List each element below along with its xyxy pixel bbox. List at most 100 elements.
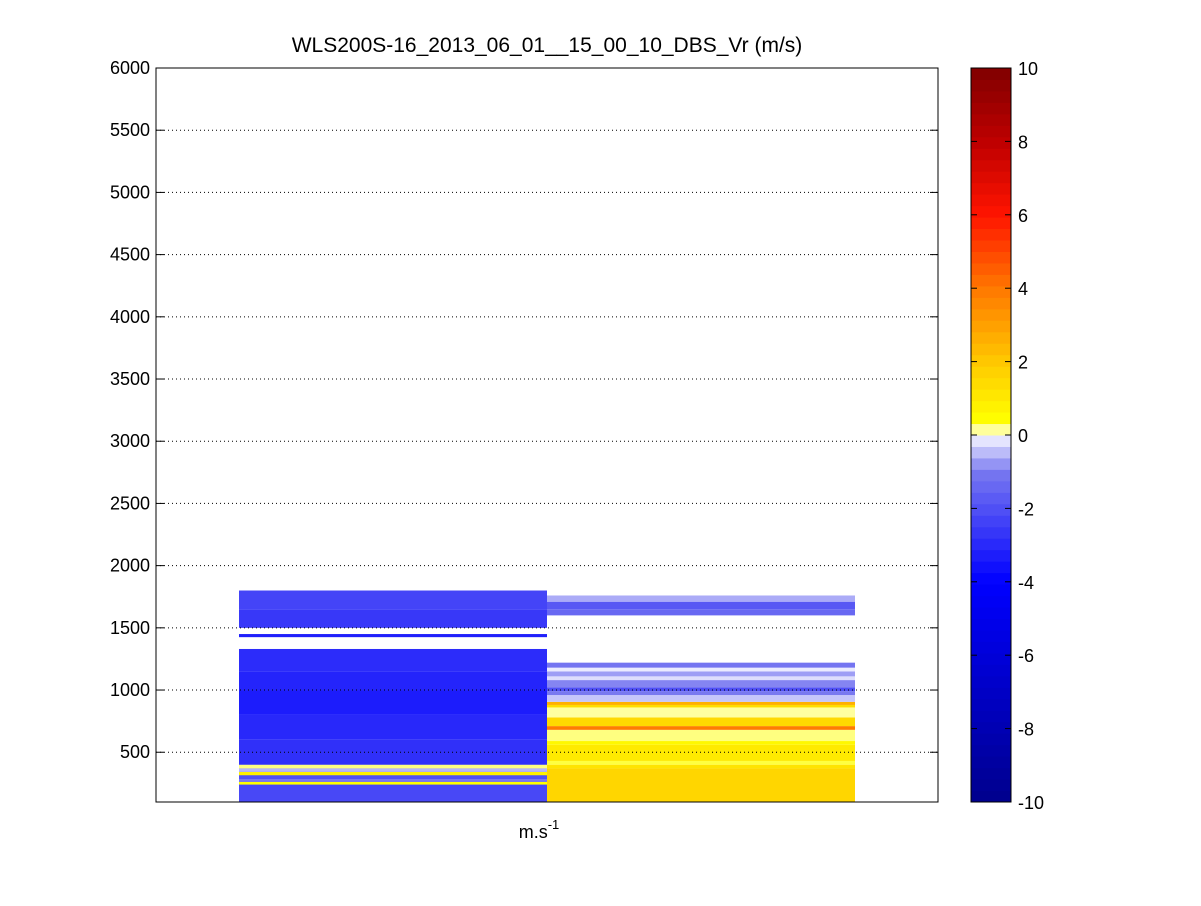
heatmap-cell [239, 609, 547, 628]
heatmap-cell [547, 707, 855, 718]
x-axis-label: m.s-1 [519, 817, 560, 842]
x-axis-label-superscript: -1 [548, 817, 560, 832]
colorbar-segment [971, 710, 1011, 723]
y-tick-label: 5500 [110, 120, 150, 140]
y-tick-label: 3000 [110, 431, 150, 451]
axes-box [155, 67, 939, 803]
colorbar-segment [971, 194, 1011, 207]
colorbar-segment [971, 148, 1011, 161]
x-axis-label-base: m.s [519, 822, 548, 842]
heatmap-cell [239, 764, 547, 769]
heatmap-cell [547, 744, 855, 761]
colorbar-segment [971, 641, 1011, 654]
heatmap-cell [547, 595, 855, 602]
y-tick-label: 2500 [110, 493, 150, 513]
colorbar-segment [971, 285, 1011, 298]
heatmap-cell [547, 676, 855, 681]
colorbar-segment [971, 675, 1011, 688]
colorbar-segment [971, 767, 1011, 780]
colorbar-segment [971, 446, 1011, 459]
heatmap-cell [239, 775, 547, 779]
colorbar-segment [971, 159, 1011, 172]
colorbar-segment [971, 262, 1011, 275]
colorbar: -10 -8 -6 -4 -2 0 2 4 6 8 10 [970, 59, 1044, 813]
colorbar-segment [971, 721, 1011, 734]
plot-area: 500 1000 1500 2000 2500 3000 3500 4000 4500 5000 5… [110, 58, 939, 803]
heatmap-cell [547, 680, 855, 688]
y-tick-label: 500 [120, 742, 150, 762]
colorbar-segment [971, 205, 1011, 218]
colorbar-segment [971, 343, 1011, 356]
heatmap-cell [239, 648, 547, 672]
colorbar-segment [971, 549, 1011, 562]
heatmap-cell [239, 771, 547, 776]
y-tick-label: 2000 [110, 556, 150, 576]
colorbar-segment [971, 377, 1011, 390]
colorbar-segment [971, 572, 1011, 585]
heatmap-cell [239, 690, 547, 715]
colorbar-tick-label: -4 [1018, 573, 1034, 593]
colorbar-segment [971, 217, 1011, 230]
heatmap-cell [547, 662, 855, 668]
heatmap-cell [547, 764, 855, 769]
colorbar-segment [971, 503, 1011, 516]
chart-title: WLS200S-16_2013_06_01__15_00_10_DBS_Vr (… [292, 34, 803, 57]
colorbar-segment [971, 331, 1011, 344]
colorbar-segment [971, 492, 1011, 505]
colorbar-tick-label: -2 [1018, 499, 1034, 519]
colorbar-segment [971, 366, 1011, 379]
colorbar-segment [971, 744, 1011, 757]
heatmap-cell [239, 590, 547, 610]
colorbar-segment [971, 182, 1011, 195]
colorbar-segment [971, 125, 1011, 138]
y-tick-label: 1000 [110, 680, 150, 700]
colorbar-tick-label: -6 [1018, 646, 1034, 666]
colorbar-segment [971, 354, 1011, 367]
y-tick-label: 4500 [110, 245, 150, 265]
colorbar-segment [971, 779, 1011, 792]
y-tick-label: 6000 [110, 58, 150, 78]
colorbar-tick-label: 0 [1018, 426, 1028, 446]
colorbar-segment [971, 698, 1011, 711]
colorbar-segment [971, 297, 1011, 310]
colorbar-segment [971, 526, 1011, 539]
colorbar-segment [971, 584, 1011, 597]
colorbar-segment [971, 400, 1011, 413]
heatmap-cell [547, 701, 855, 705]
heatmap-cell [547, 691, 855, 696]
colorbar-segment [971, 457, 1011, 470]
colorbar-tick-label: 6 [1018, 206, 1028, 226]
colorbar-segment [971, 308, 1011, 321]
colorbar-segment [971, 790, 1011, 803]
colorbar-segment [971, 423, 1011, 436]
colorbar-segment [971, 113, 1011, 126]
colorbar-tick-label: 10 [1018, 59, 1038, 79]
heatmap-cell [547, 687, 855, 692]
y-tick-label: 4000 [110, 307, 150, 327]
colorbar-tick-label: -10 [1018, 793, 1044, 813]
colorbar-segment [971, 561, 1011, 574]
heatmap-cell [239, 671, 547, 691]
colorbar-tick-label: 2 [1018, 353, 1028, 373]
heatmap-cell [547, 609, 855, 616]
heatmap-cell [547, 717, 855, 727]
colorbar-segment [971, 687, 1011, 700]
colorbar-segment [971, 412, 1011, 425]
colorbar-segment [971, 538, 1011, 551]
heatmap-cell [547, 601, 855, 610]
colorbar-segment [971, 756, 1011, 769]
colorbar-segment [971, 79, 1011, 92]
heatmap-cell [547, 671, 855, 677]
colorbar-segment [971, 733, 1011, 746]
colorbar-segment [971, 664, 1011, 677]
heatmap-cell [547, 729, 855, 742]
heatmap-cell [547, 704, 855, 708]
colorbar-segment [971, 618, 1011, 631]
heatmap-cell [547, 695, 855, 702]
heatmap-cell [547, 768, 855, 802]
colorbar-segment [971, 171, 1011, 184]
colorbar-segment [971, 320, 1011, 333]
colorbar-segment [971, 595, 1011, 608]
